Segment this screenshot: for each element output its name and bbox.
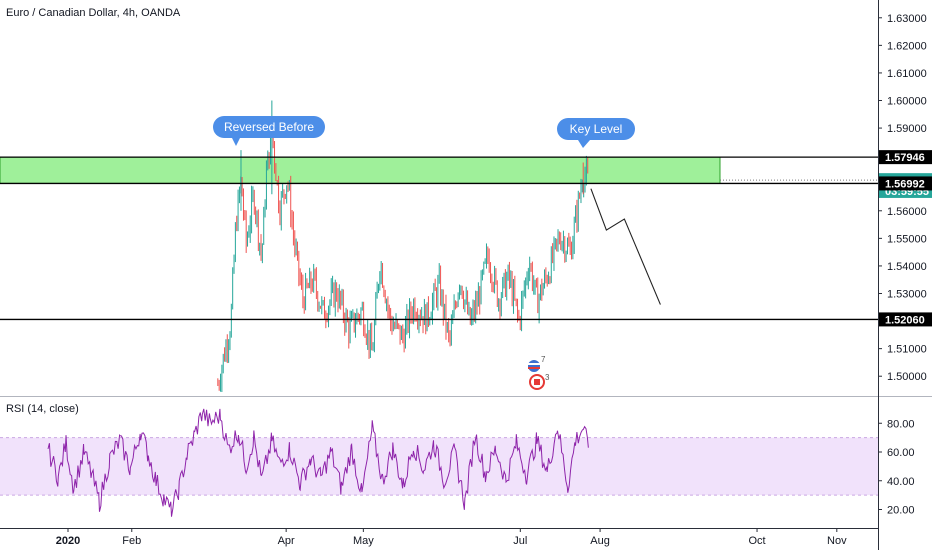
svg-text:3: 3 bbox=[545, 373, 550, 382]
price-tick-label: 1.51000 bbox=[887, 344, 927, 356]
callout-reversed-before-label: Reversed Before bbox=[224, 120, 314, 134]
time-tick-label: Jul bbox=[513, 535, 527, 547]
price-tick-label: 1.55000 bbox=[887, 233, 927, 245]
price-tick-label: 1.54000 bbox=[887, 261, 927, 273]
rsi-tick-label: 60.00 bbox=[887, 447, 915, 459]
price-tick-label: 1.62000 bbox=[887, 40, 927, 52]
key-level-zone[interactable] bbox=[0, 156, 721, 184]
time-tick-label: 2020 bbox=[56, 535, 80, 547]
price-label-box bbox=[879, 312, 932, 327]
canada-flag-event-icon[interactable]: 3 bbox=[529, 373, 550, 390]
price-label-box bbox=[879, 150, 932, 165]
price-label-text: 1.56992 bbox=[885, 178, 925, 190]
main-pane[interactable] bbox=[0, 0, 878, 395]
price-label-text: 1.52060 bbox=[885, 314, 925, 326]
price-tick-label: 1.53000 bbox=[887, 289, 927, 301]
price-label-box bbox=[879, 176, 932, 191]
us-flag-event-icon[interactable]: 7 bbox=[528, 355, 546, 372]
time-tick-label: Apr bbox=[278, 535, 295, 547]
rsi-tick-label: 20.00 bbox=[887, 505, 915, 517]
price-label-text: 1.57946 bbox=[885, 152, 925, 164]
time-tick-label: Oct bbox=[748, 535, 765, 547]
rsi-line[interactable] bbox=[47, 408, 589, 517]
callout-key-level[interactable]: Key Level bbox=[557, 118, 635, 148]
price-tick-label: 1.63000 bbox=[887, 13, 927, 25]
time-tick-label: Feb bbox=[122, 535, 141, 547]
projection-path[interactable] bbox=[590, 188, 661, 305]
rsi-title: RSI (14, close) bbox=[6, 403, 79, 415]
price-tick-label: 1.56000 bbox=[887, 206, 927, 218]
price-tick-label: 1.50000 bbox=[887, 371, 927, 383]
callout-reversed-before[interactable]: Reversed Before bbox=[213, 116, 325, 146]
time-tick-label: Nov bbox=[827, 535, 847, 547]
svg-text:7: 7 bbox=[541, 355, 546, 364]
rsi-tick-label: 40.00 bbox=[887, 476, 915, 488]
rsi-tick-label: 80.00 bbox=[887, 418, 915, 430]
price-tick-label: 1.60000 bbox=[887, 96, 927, 108]
symbol-title: Euro / Canadian Dollar, 4h, OANDA bbox=[6, 7, 181, 19]
time-tick-label: May bbox=[353, 535, 374, 547]
price-tick-label: 1.61000 bbox=[887, 68, 927, 80]
callout-key-level-label: Key Level bbox=[570, 122, 623, 136]
price-tick-label: 1.59000 bbox=[887, 123, 927, 135]
time-tick-label: Aug bbox=[590, 535, 610, 547]
